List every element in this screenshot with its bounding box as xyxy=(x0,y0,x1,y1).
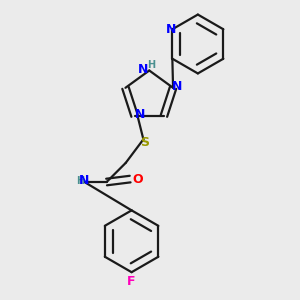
Text: F: F xyxy=(127,274,136,287)
Text: H: H xyxy=(76,176,84,186)
Text: N: N xyxy=(79,174,90,187)
Text: N: N xyxy=(172,80,183,93)
Text: N: N xyxy=(138,62,148,76)
Text: H: H xyxy=(147,60,155,70)
Text: N: N xyxy=(166,23,176,36)
Text: O: O xyxy=(132,172,143,186)
Text: S: S xyxy=(140,136,149,149)
Text: N: N xyxy=(135,108,146,121)
